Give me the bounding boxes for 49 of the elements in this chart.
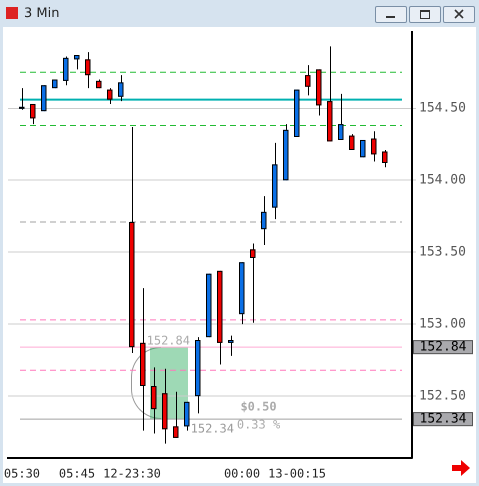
candlestick xyxy=(371,130,376,162)
annotation: 152.84 xyxy=(146,333,190,348)
candlestick xyxy=(129,126,134,354)
y-tick-label: 152.50 xyxy=(419,388,466,404)
candlestick xyxy=(118,74,124,102)
candlestick xyxy=(184,401,190,432)
annotation: 0.33 % xyxy=(236,417,281,432)
candlestick xyxy=(173,391,178,438)
candlestick xyxy=(382,150,388,168)
candlestick xyxy=(338,93,344,140)
candlestick xyxy=(206,273,212,338)
annotation: $0.50 xyxy=(240,399,277,414)
candlestick xyxy=(162,368,168,444)
candlestick xyxy=(228,335,234,356)
candlestick xyxy=(63,56,68,86)
y-tick-label: 154.50 xyxy=(419,100,466,116)
x-tick-label: 05:45 xyxy=(58,466,96,480)
candlestick xyxy=(272,142,278,220)
y-tick-label: 154.00 xyxy=(419,172,466,188)
candlestick xyxy=(151,366,156,434)
annotation: 152.34 xyxy=(190,421,234,436)
candlestick xyxy=(239,262,244,325)
candlestick xyxy=(140,288,146,432)
x-tick-label: 13-00:15 xyxy=(268,466,326,480)
candlestick xyxy=(19,88,24,110)
candlestick xyxy=(195,336,200,414)
candlestick xyxy=(250,243,256,324)
candlestick xyxy=(283,124,288,181)
candlestick xyxy=(85,52,90,89)
chart-title: 3 Min xyxy=(24,6,60,21)
candlestick xyxy=(305,64,310,96)
candlestick xyxy=(360,139,366,158)
x-tick-label: 05:30 xyxy=(4,466,40,480)
x-tick-label: 12-23:30 xyxy=(103,466,161,480)
candlestick xyxy=(30,103,36,125)
candlestick xyxy=(349,134,354,151)
y-tick-label: 153.00 xyxy=(419,316,466,332)
candlestick xyxy=(217,270,222,365)
candlestick xyxy=(41,84,46,112)
y-tick-label: 153.50 xyxy=(419,244,466,260)
ref-line-label: 152.34 xyxy=(420,412,467,427)
ref-line-label: 152.84 xyxy=(420,340,467,355)
candlestick xyxy=(316,68,322,116)
candlestick xyxy=(327,46,332,142)
candlestick xyxy=(294,89,300,138)
candlestick xyxy=(261,196,266,246)
x-tick-label: 00:00 xyxy=(224,466,260,480)
candlestick xyxy=(107,88,112,104)
candlestick xyxy=(74,54,80,70)
